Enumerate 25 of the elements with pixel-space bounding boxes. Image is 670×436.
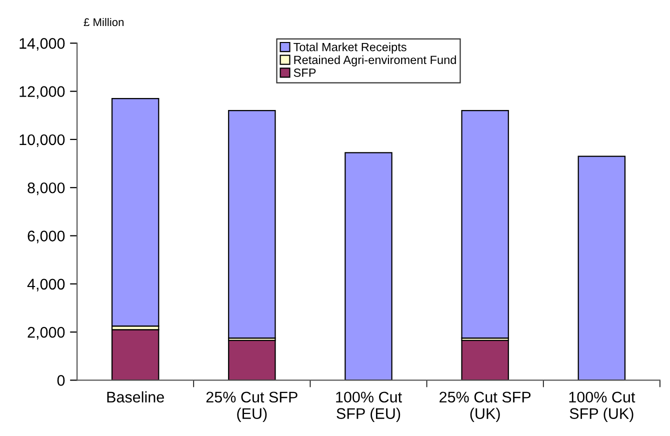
y-tick-label: 8,000 [28,182,65,196]
x-tick-label: 25% Cut SFP (EU) [206,392,298,422]
bar [344,152,392,380]
bar [578,156,626,380]
y-tick-label: 10,000 [20,134,65,147]
bar [111,98,160,327]
x-tick-label: 100% Cut SFP (EU) [336,392,402,422]
legend-label: SFP [294,68,316,77]
y-tick-label: 14,000 [20,38,65,51]
x-tick-label: 100% Cut SFP (UK) [569,392,636,422]
legend-label: Retained Agri-enviroment Fund [294,55,456,66]
y-tick-label: 2,000 [28,326,65,340]
x-tick-label: Baseline [107,391,164,403]
bar [228,110,276,339]
y-axis-title: £ Million [84,18,124,26]
legend-label: Total Market Receipts [294,42,406,54]
bar [461,110,509,339]
y-tick-label: 4,000 [27,278,65,292]
bar [461,340,509,380]
bar [111,329,160,380]
y-tick-label: 12,000 [20,86,65,99]
y-tick-label: 0 [57,375,65,386]
bar [228,340,276,380]
y-tick-label: 6,000 [28,230,65,244]
x-tick-label: 25% Cut SFP (UK) [440,392,531,422]
